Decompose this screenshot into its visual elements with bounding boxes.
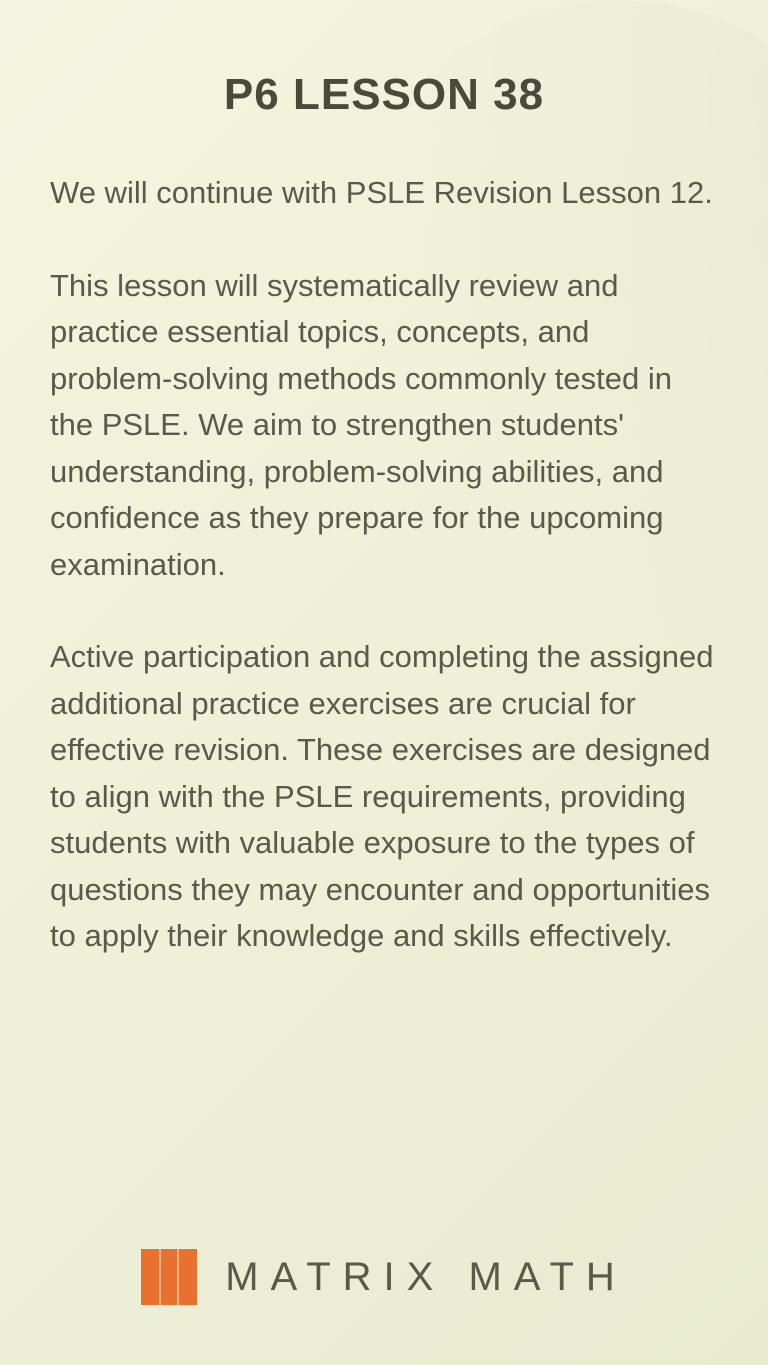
lesson-title: P6 LESSON 38 xyxy=(50,70,718,120)
paragraph-intro: We will continue with PSLE Revision Less… xyxy=(50,170,718,217)
paragraph-participation: Active participation and completing the … xyxy=(50,634,718,960)
brand-name: MATRIX MATH xyxy=(225,1255,627,1300)
paragraph-description: This lesson will systematically review a… xyxy=(50,263,718,589)
content-container: P6 LESSON 38 We will continue with PSLE … xyxy=(0,0,768,1365)
footer-brand: MATRIX MATH xyxy=(50,1249,718,1325)
body-content: We will continue with PSLE Revision Less… xyxy=(50,170,718,1249)
matrix-logo-icon xyxy=(141,1249,197,1305)
